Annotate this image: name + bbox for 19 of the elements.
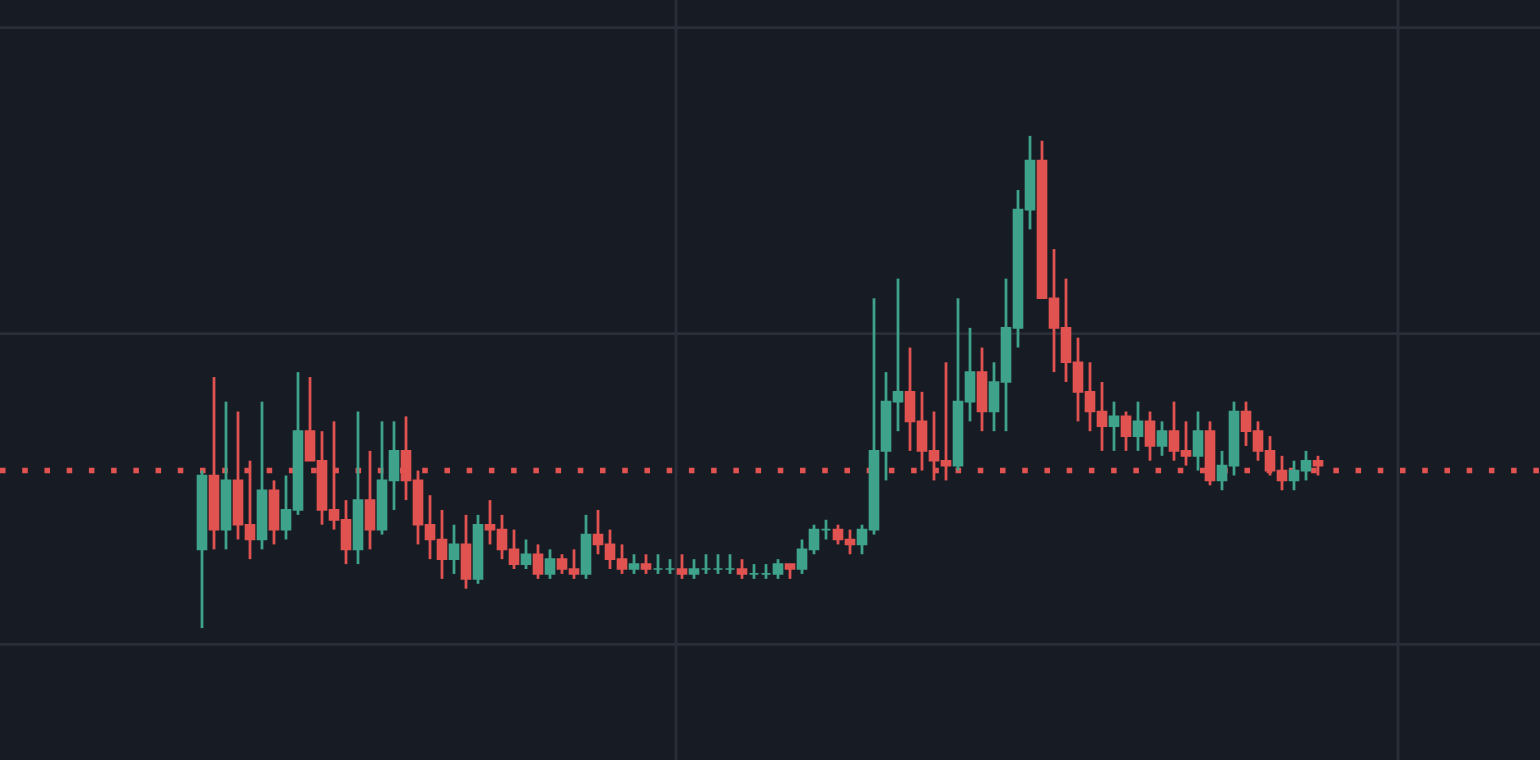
candlestick: [1144, 410, 1156, 463]
candlestick: [640, 552, 652, 576]
candlestick: [676, 552, 688, 581]
candlestick: [1192, 410, 1204, 472]
candlestick: [580, 513, 592, 581]
candlestick: [460, 513, 472, 591]
candlestick: [448, 523, 460, 576]
candlestick: [520, 538, 532, 571]
candlestick: [1156, 419, 1168, 458]
candlestick: [628, 552, 640, 576]
candlestick: [268, 479, 280, 546]
candlestick: [532, 543, 544, 581]
candlestick: [364, 449, 376, 551]
candlestick: [976, 346, 988, 433]
candlestick: [1120, 410, 1132, 453]
candlestick: [544, 547, 556, 581]
candlestick: [1108, 400, 1120, 453]
candlestick: [736, 557, 748, 581]
candlestick: [1132, 400, 1144, 453]
